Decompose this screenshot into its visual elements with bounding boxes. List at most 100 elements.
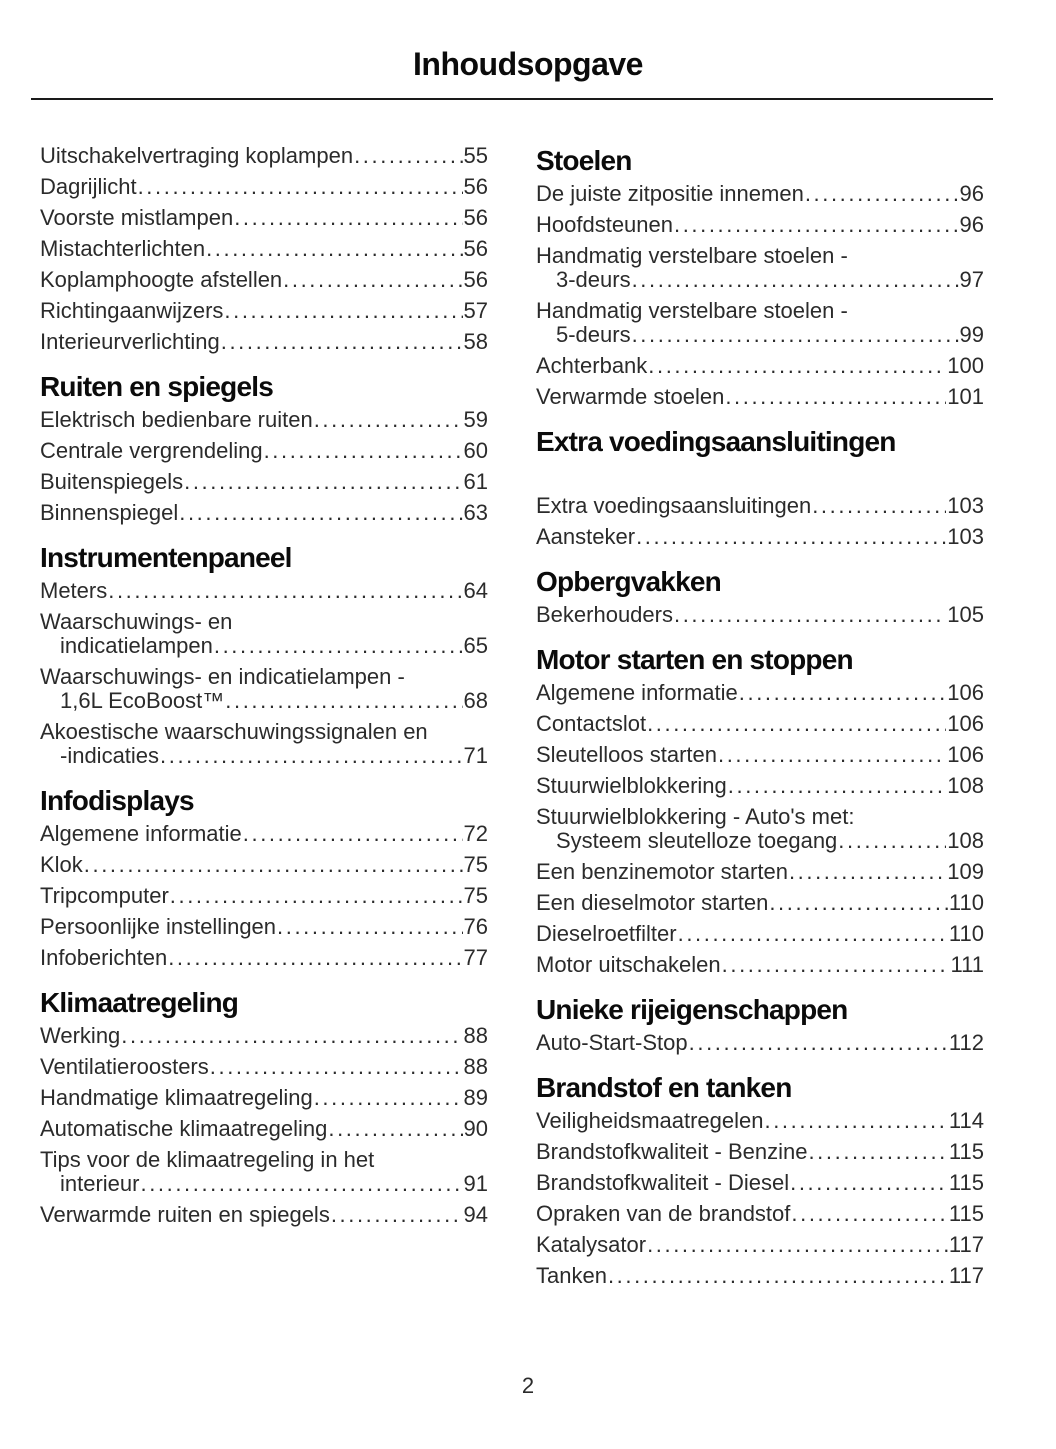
toc-entry-label: Een benzinemotor starten	[536, 859, 788, 884]
toc-entry-row: Ventilatieroosters 88	[40, 1055, 488, 1079]
toc-entry-page-number: 59	[463, 407, 488, 432]
dot-leader	[84, 853, 463, 877]
dot-leader	[234, 206, 462, 230]
toc-entry-page-number: 103	[947, 524, 984, 549]
toc-entry-label: Richtingaanwijzers	[40, 298, 224, 323]
toc-entry-label: Achterbank	[536, 353, 648, 378]
toc-entry-row: Tripcomputer 75	[40, 884, 488, 908]
toc-entry-label: Algemene informatie	[40, 821, 242, 846]
toc-entry-page-number: 108	[947, 828, 984, 853]
dot-leader	[674, 213, 959, 237]
toc-entry-page-number: 57	[463, 298, 488, 323]
dot-leader	[224, 299, 462, 323]
toc-column-left: Uitschakelvertraging koplampen 55 Dagrij…	[40, 144, 488, 1295]
toc-entry-page-number: 110	[948, 890, 984, 915]
toc-entry: Meters 64	[40, 579, 488, 603]
toc-entry-page-number: 56	[463, 267, 488, 292]
toc-entry-row: Dagrijlicht 56	[40, 175, 488, 199]
dot-leader	[632, 268, 959, 292]
toc-entry-row: 1,6L EcoBoost™ 68	[40, 689, 488, 713]
toc-entry-label: Ventilatieroosters	[40, 1054, 209, 1079]
dot-leader	[314, 408, 463, 432]
toc-entry-page-number: 55	[463, 143, 488, 168]
toc-entry: Stuurwielblokkering - Auto's met: Systee…	[536, 805, 984, 853]
toc-entry-text: Waarschuwings- en	[40, 609, 233, 634]
section-heading: Brandstof en tanken	[536, 1072, 792, 1103]
toc-entry-page-number: 60	[463, 438, 488, 463]
dot-leader	[636, 525, 946, 549]
dot-leader	[277, 915, 462, 939]
toc-entry-row: Achterbank 100	[536, 354, 984, 378]
dot-leader	[206, 237, 462, 261]
toc-entry-label: Systeem sleutelloze toegang	[556, 828, 838, 853]
dot-leader	[184, 470, 462, 494]
toc-entry-label: Auto-Start-Stop	[536, 1030, 688, 1055]
toc-entry-row: Persoonlijke instellingen 76	[40, 915, 488, 939]
dot-leader	[790, 1171, 948, 1195]
toc-entry: Werking 88	[40, 1024, 488, 1048]
toc-entry-page-number: 65	[463, 633, 488, 658]
dot-leader	[225, 689, 462, 713]
toc-entry-page-number: 63	[463, 500, 488, 525]
toc-entry-row: Motor uitschakelen 111	[536, 953, 984, 977]
toc-entry: Brandstofkwaliteit - Benzine 115	[536, 1140, 984, 1164]
dot-leader	[108, 579, 462, 603]
dot-leader	[722, 953, 950, 977]
section-heading: Infodisplays	[40, 785, 195, 816]
dot-leader	[283, 268, 462, 292]
toc-entry-page-number: 106	[947, 711, 984, 736]
toc-entry-row: Automatische klimaatregeling 90	[40, 1117, 488, 1141]
toc-entry-label: indicatielampen	[60, 633, 213, 658]
toc-entry-page-number: 96	[959, 212, 984, 237]
toc-entry-text: Stuurwielblokkering - Auto's met:	[536, 804, 855, 829]
toc-entry-page-number: 94	[463, 1202, 488, 1227]
toc-entry-page-number: 99	[959, 322, 984, 347]
toc-entry-row: Interieurverlichting 58	[40, 330, 488, 354]
dot-leader	[805, 182, 959, 206]
toc-entry-row: Veiligheidsmaatregelen 114	[536, 1109, 984, 1133]
toc-entry-page-number: 64	[463, 578, 488, 603]
toc-entry-page-number: 109	[947, 859, 984, 884]
toc-entry-row: Katalysator 117	[536, 1233, 984, 1257]
dot-leader	[331, 1203, 463, 1227]
toc-entry-row: Koplamphoogte afstellen 56	[40, 268, 488, 292]
toc-entry-row: -indicaties 71	[40, 744, 488, 768]
toc-entry-row: Uitschakelvertraging koplampen 55	[40, 144, 488, 168]
toc-entry: Handmatig verstelbare stoelen - 5-deurs …	[536, 299, 984, 347]
dot-leader	[168, 946, 462, 970]
toc-entry-page-number: 101	[947, 384, 984, 409]
toc-entry-label: Tanken	[536, 1263, 607, 1288]
dot-leader	[728, 774, 947, 798]
toc-entry: Centrale vergrendeling 60	[40, 439, 488, 463]
toc-entry-page-number: 75	[463, 883, 488, 908]
toc-entry: Katalysator 117	[536, 1233, 984, 1257]
toc-entry-row: Richtingaanwijzers 57	[40, 299, 488, 323]
toc-entry-row: Een benzinemotor starten 109	[536, 860, 984, 884]
toc-entry: Tips voor de klimaatregeling in het inte…	[40, 1148, 488, 1196]
toc-content: Uitschakelvertraging koplampen 55 Dagrij…	[40, 144, 1056, 1295]
toc-entry: Algemene informatie 106	[536, 681, 984, 705]
toc-entry-row: Auto-Start-Stop 112	[536, 1031, 984, 1055]
toc-entry: Elektrisch bedienbare ruiten 59	[40, 408, 488, 432]
toc-entry-row: Verwarmde stoelen 101	[536, 385, 984, 409]
toc-entry: Achterbank 100	[536, 354, 984, 378]
toc-entry-row: Verwarmde ruiten en spiegels 94	[40, 1203, 488, 1227]
toc-entry-label: Dagrijlicht	[40, 174, 137, 199]
toc-entry: Mistachterlichten 56	[40, 237, 488, 261]
dot-leader	[739, 681, 947, 705]
toc-entry: Automatische klimaatregeling 90	[40, 1117, 488, 1141]
toc-entry-page-number: 111	[950, 952, 984, 977]
section-heading: Unieke rijeigenschappen	[536, 994, 848, 1025]
toc-entry: Stuurwielblokkering 108	[536, 774, 984, 798]
toc-entry-page-number: 68	[463, 688, 488, 713]
toc-entry-page-number: 115	[948, 1201, 984, 1226]
toc-entry-row: Handmatige klimaatregeling 89	[40, 1086, 488, 1110]
toc-entry: Voorste mistlampen 56	[40, 206, 488, 230]
toc-entry: Opraken van de brandstof 115	[536, 1202, 984, 1226]
dot-leader	[791, 1202, 948, 1226]
toc-entry-label: Automatische klimaatregeling	[40, 1116, 328, 1141]
dot-leader	[160, 744, 462, 768]
toc-entry-label: Veiligheidsmaatregelen	[536, 1108, 764, 1133]
toc-entry: Akoestische waarschuwingssignalen en -in…	[40, 720, 488, 768]
toc-entry-page-number: 106	[947, 742, 984, 767]
